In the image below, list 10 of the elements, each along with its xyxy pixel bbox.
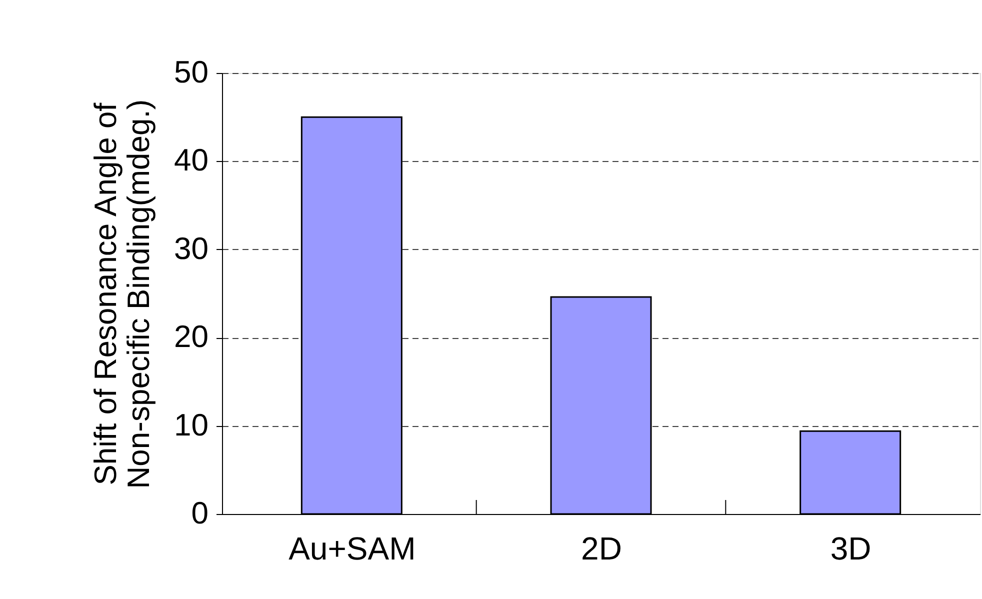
- y-tick-label: 20: [174, 319, 208, 354]
- y-tick-label: 30: [174, 230, 208, 266]
- y-tick-label: 10: [174, 407, 208, 442]
- y-tick-label: 0: [191, 496, 208, 530]
- y-tick-label: 40: [174, 142, 208, 178]
- x-tick-label: Au+SAM: [288, 530, 416, 566]
- x-tick-label: 3D: [830, 530, 872, 566]
- y-tick-label: 50: [174, 54, 208, 90]
- y-axis-title: Shift of Resonance Angle of Non-specific Binding(mdeg.): [88, 99, 156, 489]
- x-tick-label: 2D: [581, 530, 622, 566]
